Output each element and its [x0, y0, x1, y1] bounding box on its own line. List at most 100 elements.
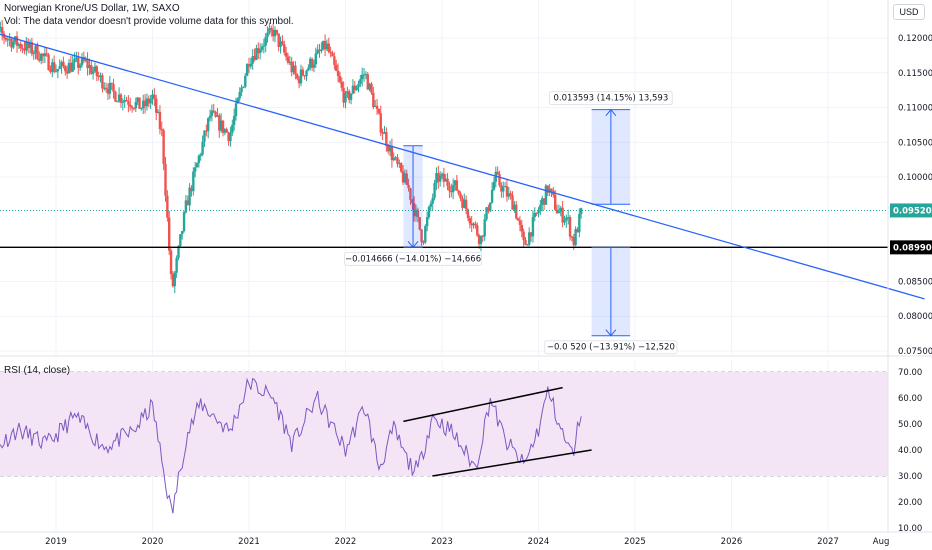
candle-body	[216, 115, 219, 117]
candle-body	[474, 223, 477, 226]
rsi-tick-label: 50.00	[898, 420, 922, 430]
candle-body	[162, 130, 165, 164]
measure-label-bg	[548, 91, 673, 106]
candle-body	[221, 120, 225, 133]
candle-body	[201, 141, 204, 155]
candle-body	[245, 64, 249, 76]
rsi-tick-label: 60.00	[898, 394, 922, 404]
candle-body	[28, 42, 32, 48]
candle-body	[422, 241, 425, 243]
candle-body	[116, 101, 119, 103]
currency-button[interactable]: USD	[893, 4, 925, 20]
candle-body	[38, 59, 41, 61]
candle-body	[56, 69, 60, 72]
x-tick-label: 2022	[335, 537, 357, 547]
candle-body	[522, 231, 525, 240]
measure-label: −0.0 520 (−13.91%) −12,520	[547, 343, 675, 353]
candle-body	[396, 157, 399, 164]
candle-body	[425, 217, 429, 227]
candle-body	[370, 83, 373, 93]
candle-body	[251, 56, 254, 64]
candle-body	[340, 81, 343, 88]
candle-body	[270, 28, 273, 30]
measure-label: 0.013593 (14.15%) 13,593	[554, 94, 669, 104]
candle-body	[375, 105, 379, 110]
candle-body	[554, 194, 557, 210]
candle-body	[247, 64, 251, 67]
candle-body	[136, 97, 139, 102]
candle-body	[156, 111, 160, 113]
x-tick-label: 2019	[45, 537, 67, 547]
candle-body	[19, 43, 22, 49]
candle-body	[513, 204, 516, 210]
last-price-tag-bg	[890, 203, 932, 218]
candle-body	[502, 186, 505, 192]
rsi-tick-label: 10.00	[898, 524, 922, 534]
candle-body	[4, 37, 8, 40]
measure-arrowhead	[605, 329, 617, 337]
candle-body	[41, 53, 45, 57]
candle-body	[168, 217, 171, 251]
candle-body	[327, 43, 330, 52]
candle-body	[316, 49, 319, 54]
candle-body	[104, 87, 108, 90]
candle-body	[73, 58, 76, 63]
candle-body	[570, 236, 574, 238]
candle-body	[88, 65, 91, 69]
candle-body	[526, 244, 529, 246]
candle-body	[153, 94, 156, 99]
trendline	[0, 33, 925, 300]
candle-body	[294, 65, 297, 75]
rsi-band	[0, 372, 888, 476]
chart-title: Norwegian Krone/US Dollar, 1W, SAXO	[4, 3, 180, 14]
candle-body	[283, 44, 286, 53]
candle-body	[23, 48, 26, 51]
candle-body	[579, 208, 583, 214]
candle-body	[472, 223, 475, 226]
candle-body	[266, 32, 269, 37]
candle-body	[541, 198, 544, 205]
candle-body	[62, 61, 65, 67]
candle-body	[546, 185, 549, 193]
candle-body	[180, 231, 184, 235]
rsi-tick-label: 30.00	[898, 472, 922, 482]
candle-body	[69, 62, 73, 72]
candle-body	[416, 209, 420, 218]
candle-body	[284, 52, 288, 57]
candle-body	[64, 66, 67, 72]
candle-body	[305, 70, 308, 77]
x-tick-label: 2027	[817, 537, 839, 547]
candle-body	[379, 113, 382, 133]
candle-body	[338, 76, 342, 82]
candle-body	[479, 235, 483, 245]
candle-body	[51, 62, 54, 72]
candle-body	[160, 128, 163, 131]
candle-body	[539, 204, 542, 212]
candle-body	[451, 185, 455, 193]
candle-body	[26, 41, 30, 48]
candle-body	[477, 235, 481, 245]
candle-body	[403, 173, 407, 183]
candle-body	[351, 85, 355, 94]
x-tick-label: Aug	[873, 537, 890, 547]
candle-body	[114, 91, 117, 102]
x-tick-label: 2026	[721, 537, 743, 547]
candle-body	[129, 104, 132, 107]
candle-body	[533, 212, 536, 218]
candle-body	[342, 87, 345, 103]
candle-body	[264, 36, 267, 46]
candle-body	[279, 41, 282, 47]
candle-body	[563, 220, 566, 223]
candle-body	[95, 66, 99, 77]
candle-body	[537, 211, 540, 214]
rsi-tick-label: 40.00	[898, 446, 922, 456]
candle-body	[492, 181, 496, 190]
candle-body	[271, 29, 275, 37]
candle-body	[121, 101, 125, 103]
candle-body	[130, 106, 134, 109]
candle-body	[574, 229, 577, 246]
candle-body	[78, 65, 82, 68]
candle-body	[15, 36, 19, 46]
